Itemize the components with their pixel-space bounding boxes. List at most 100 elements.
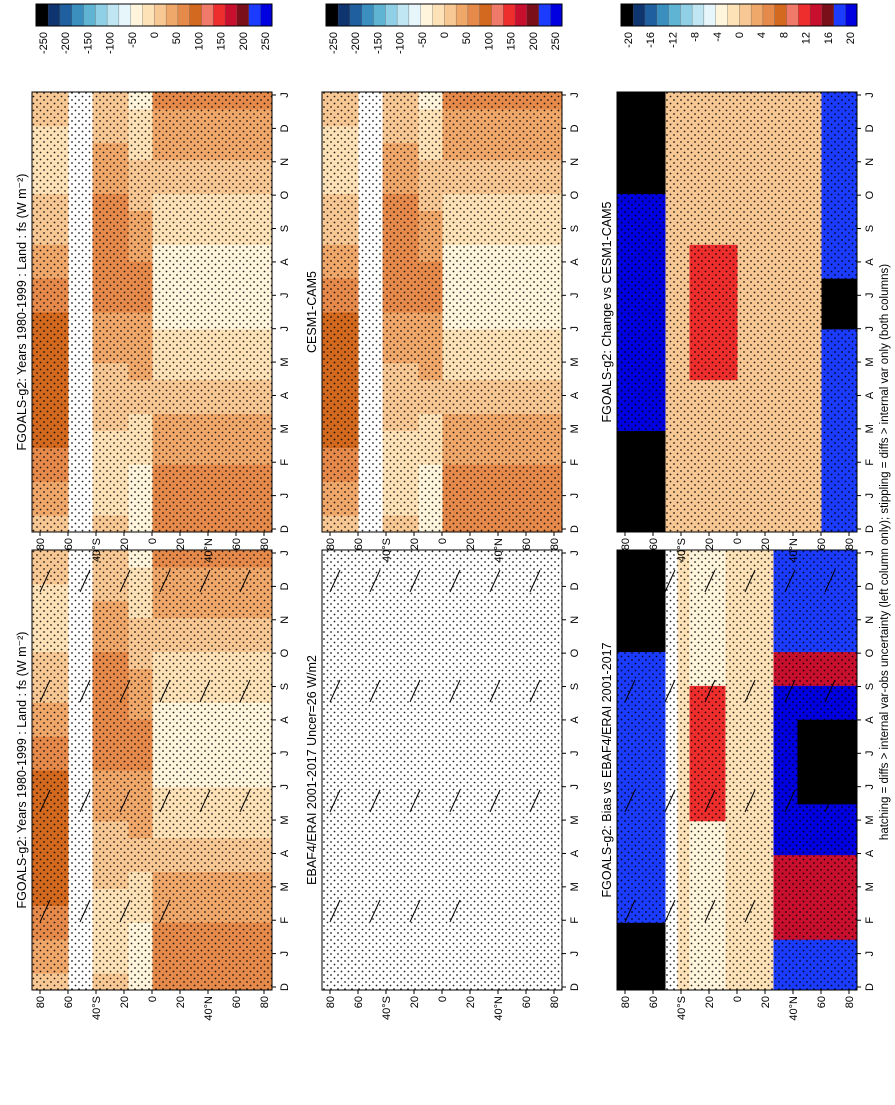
month-tick-label: J <box>569 951 581 957</box>
lat-tick-label: 20 <box>409 996 421 1008</box>
lat-tick-label: 60 <box>521 538 533 550</box>
panel-4: 80 60 40°N 20 0 20 40°S 60 80 D J F M A M J J A S O N D J FGOAL… <box>600 461 876 1021</box>
footer-note: hatching = diffs > internal var-obs unce… <box>879 264 891 840</box>
lat-tick-label: 80 <box>35 538 47 550</box>
lat-tick-label: 0 <box>437 538 449 544</box>
lat-tick-label: 60 <box>231 538 243 550</box>
month-tick-label: A <box>864 258 876 266</box>
month-tick-label: S <box>279 225 291 232</box>
hatch-line <box>369 789 381 813</box>
colorbar-swatch <box>83 3 96 27</box>
lat-tick-label: 80 <box>549 538 561 550</box>
colorbar-label: -20 <box>623 32 635 48</box>
colorbar-swatch <box>656 3 669 27</box>
hatch-line <box>489 679 501 703</box>
colorbar-label: -150 <box>82 32 94 54</box>
lat-tick-labels: 80 60 40°N 20 0 20 40°S 60 80 <box>35 990 271 1021</box>
lat-tick-label: 0 <box>437 996 449 1002</box>
hatch-line <box>119 789 131 813</box>
panel-title: FGOALS-g2: Years 1980-1999 : Land : fs (… <box>15 632 29 909</box>
lat-tick-label: 40°N <box>203 996 215 1021</box>
colorbar-swatch <box>845 3 858 27</box>
lat-tick-label: 0 <box>147 538 159 544</box>
colorbar-label: 250 <box>260 32 272 50</box>
month-tick-label: M <box>569 357 581 366</box>
colorbar-swatch <box>644 3 657 27</box>
month-tick-label: D <box>864 124 876 132</box>
month-tick-label: D <box>864 983 876 991</box>
hatch-line <box>489 789 501 813</box>
hatch-line <box>369 899 381 923</box>
colorbar-swatch <box>236 3 249 27</box>
month-tick-label: A <box>864 391 876 399</box>
colorbar-label: 20 <box>845 32 857 44</box>
month-tick-label: F <box>864 917 876 924</box>
lat-tick-label: 80 <box>325 538 337 550</box>
colorbar-swatch <box>59 3 72 27</box>
month-tick-label: J <box>864 751 876 757</box>
month-tick-label: D <box>279 525 291 533</box>
lat-tick-label: 20 <box>760 538 772 550</box>
month-tick-label: N <box>279 158 291 166</box>
hatch-line <box>449 679 461 703</box>
colorbar-label: 150 <box>216 32 228 50</box>
month-tick-label: D <box>569 525 581 533</box>
month-tick-label: J <box>279 550 291 556</box>
month-tick-label: A <box>864 716 876 724</box>
hatch-line <box>824 679 836 703</box>
lat-tick-label: 0 <box>732 996 744 1002</box>
colorbar-swatch <box>260 3 273 27</box>
month-tick-label: J <box>279 326 291 332</box>
month-tick-label: F <box>279 917 291 924</box>
hatch-line <box>409 789 421 813</box>
colorbar-label: -16 <box>645 32 657 48</box>
colorbar-frame <box>325 3 563 27</box>
lat-tick-label: 80 <box>620 538 632 550</box>
colorbar-swatch <box>130 3 143 27</box>
hatch-line <box>744 679 756 703</box>
colorbar-swatch <box>384 3 398 27</box>
colorbar-label: 250 <box>550 32 562 50</box>
colorbar-swatch <box>153 3 167 27</box>
hatch-line <box>664 899 676 923</box>
hatch-line <box>624 789 636 813</box>
colorbar-label: -150 <box>372 32 384 54</box>
hatch-line <box>824 789 836 813</box>
hatch-line <box>39 899 51 923</box>
colorbar-swatch <box>224 3 238 27</box>
panel-3: 806040°N2002040°S6080DJFMAMJJASONDJCESM1… <box>305 3 581 563</box>
month-tick-label: M <box>864 815 876 824</box>
month-tick-labels: D J F M A M J J A S O N D J <box>272 92 291 533</box>
month-tick-label: O <box>864 648 876 657</box>
panel-5: 806040°N2002040°S6080DJFMAMJJASONDJFGOAL… <box>600 3 876 563</box>
hatch-line <box>704 899 716 923</box>
month-tick-label: O <box>279 648 291 657</box>
hatch-line <box>529 679 541 703</box>
hatch-line <box>329 569 341 593</box>
month-tick-label: D <box>279 983 291 991</box>
lat-tick-label: 80 <box>844 538 856 550</box>
month-tick-label: J <box>569 784 581 790</box>
month-tick-label: O <box>569 648 581 657</box>
month-tick-label: A <box>279 849 291 857</box>
lat-tick-label: 0 <box>732 538 744 544</box>
hatch-line <box>329 899 341 923</box>
month-tick-label: A <box>569 849 581 857</box>
hatch-line <box>39 569 51 593</box>
lat-tick-label: 40°S <box>381 538 393 562</box>
hatch-line <box>79 679 91 703</box>
lat-tick-label: 80 <box>549 996 561 1008</box>
lat-tick-label: 80 <box>620 996 632 1008</box>
month-tick-label: A <box>279 716 291 724</box>
hatch-line <box>159 899 171 923</box>
colorbar-swatch <box>691 3 705 27</box>
hatch-line <box>39 679 51 703</box>
colorbar-swatch <box>632 3 646 27</box>
colorbar-label: 0 <box>149 32 161 38</box>
month-tick-label: O <box>569 190 581 199</box>
month-tick-label: A <box>569 391 581 399</box>
colorbar-label: 4 <box>756 32 768 38</box>
month-tick-label: D <box>279 124 291 132</box>
hatch-line <box>624 899 636 923</box>
